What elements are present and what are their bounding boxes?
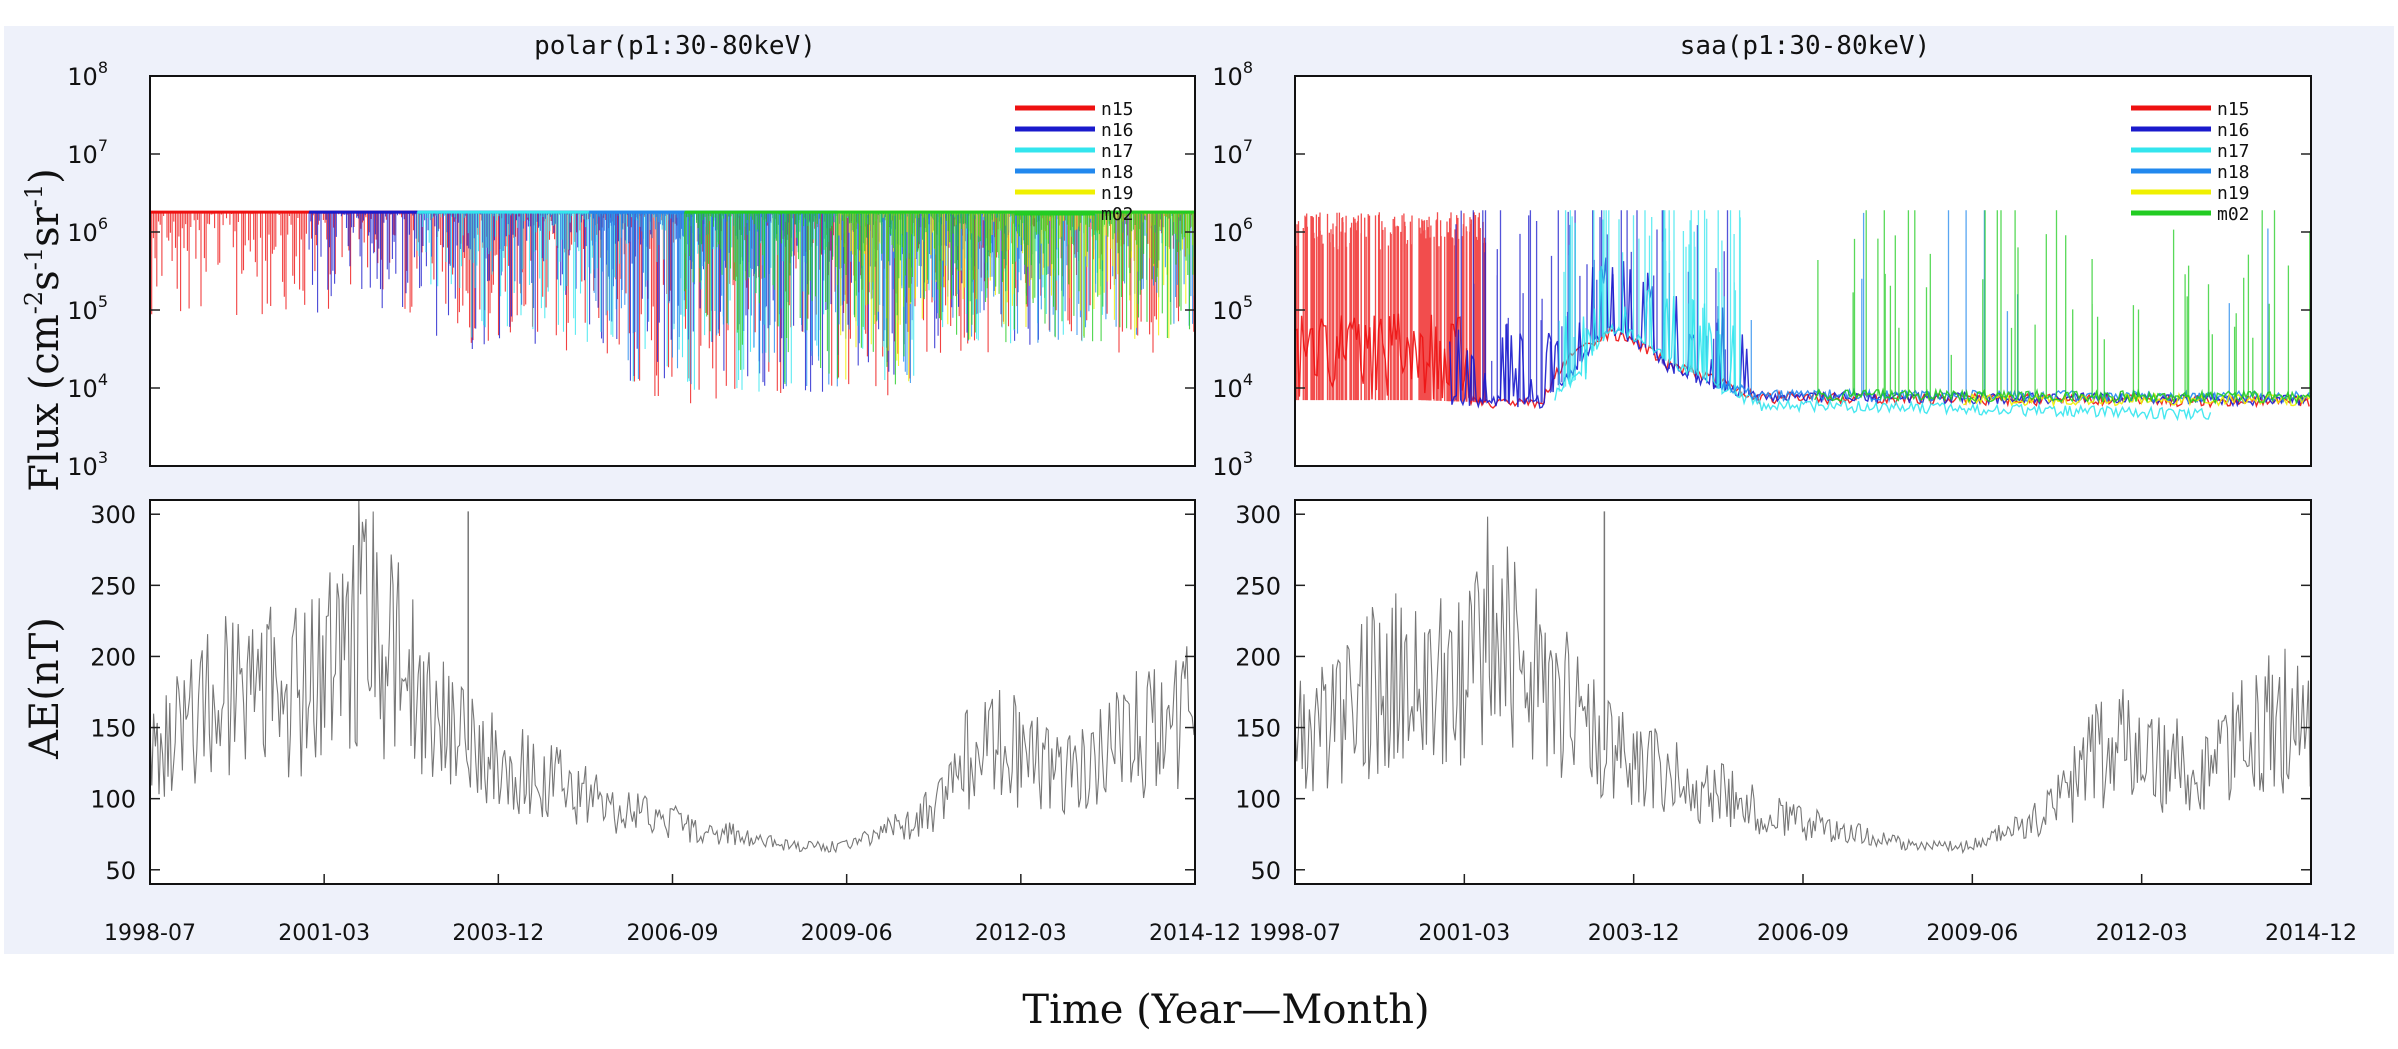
- y-tick-label: 105: [67, 292, 108, 325]
- legend-label-n15: n15: [1101, 99, 1134, 120]
- time-axis-label: Time (Year—Month): [1022, 987, 1429, 1033]
- legend-label-m02: m02: [1101, 204, 1134, 225]
- saa-ae-data-layer: [1295, 511, 2311, 855]
- y-tick-label: 150: [90, 715, 136, 743]
- series-m02-spikes: [1817, 210, 2311, 398]
- y-tick-label: 104: [1212, 370, 1253, 403]
- y-tick-label: 104: [67, 370, 108, 403]
- legend-label-n18: n18: [1101, 162, 1134, 183]
- y-tick-label: 50: [1250, 857, 1281, 885]
- y-tick-label: 200: [1235, 643, 1281, 671]
- y-tick-label: 300: [1235, 501, 1281, 529]
- y-tick-label: 250: [1235, 572, 1281, 600]
- saa-flux-frame: [1294, 75, 2312, 467]
- ae-axis-label: AE(nT): [22, 617, 68, 760]
- polar-ae-frame: [149, 499, 1196, 885]
- y-tick-label: 107: [1212, 136, 1253, 169]
- x-tick-label: 1998-07: [1249, 921, 1341, 946]
- polar-ae-data-layer: [150, 500, 1195, 854]
- y-tick-label: 150: [1235, 715, 1281, 743]
- x-tick-label: 2009-06: [1926, 921, 2018, 946]
- series-n19: [1963, 391, 2311, 408]
- saa-flux-data-layer: [1295, 210, 2311, 422]
- saa-ae-frame: [1294, 499, 2312, 885]
- x-tick-label: 2006-09: [627, 921, 719, 946]
- polar-flux-title: polar(p1:30-80keV): [534, 31, 816, 61]
- x-tick-label: 2012-03: [975, 921, 1067, 946]
- y-tick-label: 50: [105, 857, 136, 885]
- legend-label-n19: n19: [1101, 183, 1134, 204]
- polar-flux-chart: polar(p1:30-80keV)103104105106107108n15n…: [67, 31, 1196, 481]
- x-tick-label: 2006-09: [1757, 921, 1849, 946]
- x-tick-label: 1998-07: [104, 921, 196, 946]
- x-tick-label: 2001-03: [1418, 921, 1510, 946]
- y-tick-label: 107: [67, 136, 108, 169]
- polar-flux-frame: [149, 75, 1196, 467]
- saa-ae-chart: 50 100 150 200 250 300 1998-07 2001-03 2003-12 20…: [1235, 499, 2357, 946]
- y-tick-label: 108: [67, 58, 108, 91]
- y-tick-label: 105: [1212, 292, 1253, 325]
- legend-label-n19: n19: [2217, 183, 2250, 204]
- legend-label-n16: n16: [2217, 120, 2250, 141]
- y-tick-label: 100: [90, 786, 136, 814]
- series-AE: [150, 500, 1195, 854]
- legend-label-n18: n18: [2217, 162, 2250, 183]
- legend-label-n17: n17: [2217, 141, 2250, 162]
- x-tick-label: 2009-06: [801, 921, 893, 946]
- series-n17-spikes: [1558, 210, 1741, 397]
- x-tick-label: 2012-03: [2096, 921, 2188, 946]
- x-tick-label: 2003-12: [452, 921, 544, 946]
- y-tick-label: 250: [90, 572, 136, 600]
- y-tick-label: 200: [90, 643, 136, 671]
- y-tick-label: 106: [1212, 214, 1253, 247]
- x-tick-label: 2001-03: [278, 921, 370, 946]
- saa-flux-chart: saa(p1:30-80keV) 103 104 105 106 107 108 n15n16…: [1212, 31, 2312, 481]
- legend-label-n16: n16: [1101, 120, 1134, 141]
- legend-label-n15: n15: [2217, 99, 2250, 120]
- flux-axis-label: Flux (cm-2s-1sr-1): [20, 168, 68, 492]
- legend-label-m02: m02: [2217, 204, 2250, 225]
- x-tick-label: 2003-12: [1588, 921, 1680, 946]
- legend-label-n17: n17: [1101, 141, 1134, 162]
- saa-flux-title: saa(p1:30-80keV): [1680, 31, 1930, 61]
- y-tick-label: 108: [1212, 58, 1253, 91]
- y-tick-label: 103: [67, 448, 108, 481]
- y-tick-label: 300: [90, 501, 136, 529]
- series-n15-spikes: [1295, 212, 1487, 403]
- polar-ae-plot-area: [150, 500, 1195, 884]
- polar-ae-chart: 50 100 150 200 250 300 1998-07 2001-03 2003-12 20…: [90, 499, 1241, 946]
- y-tick-label: 100: [1235, 786, 1281, 814]
- x-tick-label: 2014-12: [1149, 921, 1241, 946]
- series-m02: [1814, 387, 2311, 405]
- x-tick-label: 2014-12: [2265, 921, 2357, 946]
- series-AE: [1295, 516, 2311, 855]
- y-tick-label: 106: [67, 214, 108, 247]
- y-tick-label: 103: [1212, 448, 1253, 481]
- saa-ae-plot-area: [1295, 500, 2311, 884]
